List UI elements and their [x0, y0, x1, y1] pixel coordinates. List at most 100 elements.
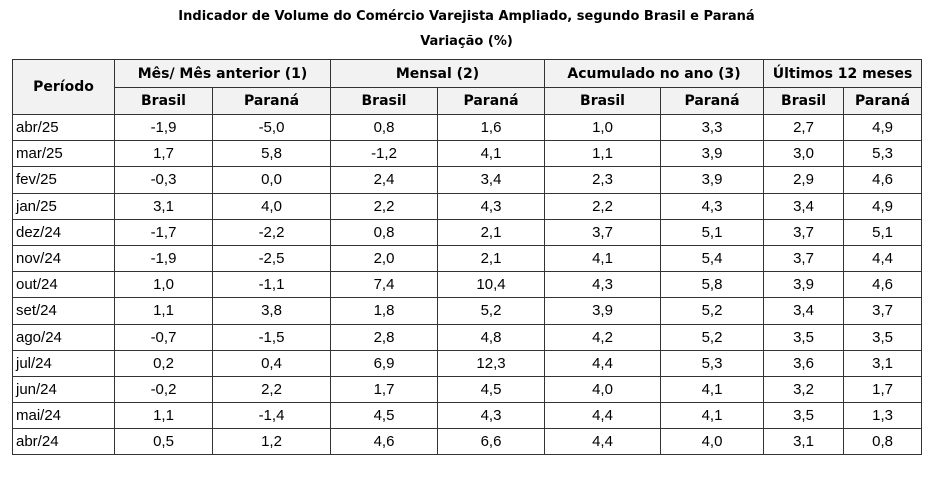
- table-row: abr/25 -1,9 -5,0 0,8 1,6 1,0 3,3 2,7 4,9: [12, 113, 923, 142]
- table-row: out/24 1,0 -1,1 7,4 10,4 4,3 5,8 3,9 4,6: [12, 271, 923, 299]
- value-cell: -5,0: [212, 113, 331, 142]
- value-cell: 1,1: [114, 297, 213, 325]
- value-cell: -0,7: [114, 323, 213, 351]
- value-cell: -1,9: [114, 113, 213, 142]
- table-body: abr/25 -1,9 -5,0 0,8 1,6 1,0 3,3 2,7 4,9 mar/25 1,…: [12, 113, 923, 456]
- period-cell: jun/24: [12, 375, 115, 404]
- value-cell: 0,5: [114, 428, 213, 456]
- value-cell: 3,4: [763, 192, 845, 220]
- header-sub-brasil: Brasil: [330, 87, 438, 115]
- period-cell: mar/25: [12, 140, 115, 168]
- value-cell: -2,2: [212, 218, 331, 246]
- value-cell: 3,0: [763, 140, 845, 168]
- value-cell: 2,9: [763, 166, 845, 194]
- value-cell: 4,6: [330, 428, 438, 456]
- value-cell: 4,5: [436, 375, 546, 404]
- value-cell: 2,4: [330, 166, 438, 194]
- header-sub-row: Brasil Paraná Brasil Paraná Brasil Paran…: [13, 87, 923, 115]
- value-cell: 6,6: [436, 428, 546, 456]
- header-group-monthly: Mensal (2): [329, 59, 546, 88]
- value-cell: 3,7: [544, 218, 662, 246]
- value-cell: 4,0: [660, 428, 765, 456]
- value-cell: -0,3: [114, 166, 213, 194]
- table-row: dez/24 -1,7 -2,2 0,8 2,1 3,7 5,1 3,7 5,1: [12, 218, 923, 246]
- value-cell: 2,7: [763, 113, 845, 142]
- table-row: ago/24 -0,7 -1,5 2,8 4,8 4,2 5,2 3,5 3,5: [12, 323, 923, 351]
- period-cell: mai/24: [12, 402, 115, 430]
- value-cell: 3,1: [114, 192, 213, 220]
- value-cell: 4,8: [436, 323, 546, 351]
- value-cell: 2,3: [544, 166, 662, 194]
- table-row: mar/25 1,7 5,8 -1,2 4,1 1,1 3,9 3,0 5,3: [12, 140, 923, 168]
- table-row: nov/24 -1,9 -2,5 2,0 2,1 4,1 5,4 3,7 4,4: [12, 244, 923, 273]
- value-cell: 4,3: [436, 192, 546, 220]
- value-cell: 3,1: [843, 349, 923, 377]
- value-cell: -1,5: [212, 323, 331, 351]
- value-cell: 4,3: [660, 192, 765, 220]
- table-title: Indicador de Volume do Comércio Varejist…: [178, 9, 755, 24]
- value-cell: 4,1: [660, 402, 765, 430]
- value-cell: 3,9: [763, 271, 845, 299]
- value-cell: 5,2: [660, 297, 765, 325]
- value-cell: 3,4: [763, 297, 845, 325]
- value-cell: 4,4: [544, 428, 662, 456]
- table-row: fev/25 -0,3 0,0 2,4 3,4 2,3 3,9 2,9 4,6: [12, 166, 923, 194]
- value-cell: 4,6: [843, 271, 923, 299]
- header-sub-brasil: Brasil: [763, 87, 845, 115]
- value-cell: 0,0: [212, 166, 331, 194]
- header-sub-parana: Paraná: [436, 87, 546, 115]
- value-cell: 4,4: [544, 349, 662, 377]
- value-cell: 5,1: [843, 218, 923, 246]
- value-cell: 1,1: [114, 402, 213, 430]
- value-cell: 4,5: [330, 402, 438, 430]
- data-table: Período Mês/ Mês anterior (1) Mensal (2)…: [12, 59, 923, 456]
- value-cell: 1,1: [544, 140, 662, 168]
- table-row: jan/25 3,1 4,0 2,2 4,3 2,2 4,3 3,4 4,9: [12, 192, 923, 220]
- value-cell: 5,3: [660, 349, 765, 377]
- value-cell: 5,2: [660, 323, 765, 351]
- value-cell: 2,2: [212, 375, 331, 404]
- value-cell: 3,9: [660, 140, 765, 168]
- value-cell: 1,2: [212, 428, 331, 456]
- value-cell: 5,8: [212, 140, 331, 168]
- value-cell: 0,4: [212, 349, 331, 377]
- value-cell: 3,9: [544, 297, 662, 325]
- value-cell: 3,5: [763, 402, 845, 430]
- period-cell: jan/25: [12, 192, 115, 220]
- value-cell: 1,0: [544, 113, 662, 142]
- header-group-row: Período Mês/ Mês anterior (1) Mensal (2)…: [12, 59, 923, 115]
- value-cell: 2,0: [330, 244, 438, 273]
- period-cell: jul/24: [12, 349, 115, 377]
- value-cell: 5,1: [660, 218, 765, 246]
- value-cell: 2,1: [436, 218, 546, 246]
- header-sub-brasil: Brasil: [544, 87, 662, 115]
- value-cell: 4,6: [843, 166, 923, 194]
- header-group-year-to-date: Acumulado no ano (3): [544, 59, 765, 88]
- table-subtitle: Variação (%): [420, 34, 513, 49]
- period-cell: abr/25: [12, 113, 115, 142]
- header-sub-parana: Paraná: [660, 87, 765, 115]
- value-cell: 1,7: [843, 375, 923, 404]
- value-cell: 2,2: [330, 192, 438, 220]
- value-cell: 0,8: [330, 218, 438, 246]
- value-cell: 1,7: [114, 140, 213, 168]
- value-cell: 4,0: [544, 375, 662, 404]
- value-cell: -1,2: [330, 140, 438, 168]
- table-row: abr/24 0,5 1,2 4,6 6,6 4,4 4,0 3,1 0,8: [12, 428, 923, 456]
- value-cell: 12,3: [436, 349, 546, 377]
- period-cell: nov/24: [12, 244, 115, 273]
- header-sub-brasil: Brasil: [114, 87, 213, 115]
- value-cell: 4,9: [843, 192, 923, 220]
- table-row: jul/24 0,2 0,4 6,9 12,3 4,4 5,3 3,6 3,1: [12, 349, 923, 377]
- value-cell: 4,2: [544, 323, 662, 351]
- value-cell: 4,3: [544, 271, 662, 299]
- period-cell: ago/24: [12, 323, 115, 351]
- value-cell: 4,3: [436, 402, 546, 430]
- value-cell: 0,8: [843, 428, 923, 456]
- value-cell: 7,4: [330, 271, 438, 299]
- value-cell: 3,2: [763, 375, 845, 404]
- value-cell: 3,3: [660, 113, 765, 142]
- value-cell: 1,6: [436, 113, 546, 142]
- value-cell: 3,5: [843, 323, 923, 351]
- value-cell: 5,4: [660, 244, 765, 273]
